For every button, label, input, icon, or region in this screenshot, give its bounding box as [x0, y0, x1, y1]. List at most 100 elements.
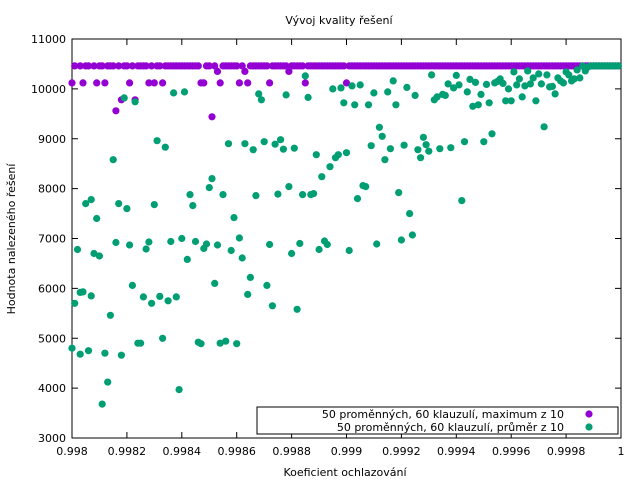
legend-box — [256, 406, 619, 435]
data-point — [126, 241, 134, 249]
data-point — [274, 190, 282, 198]
data-point — [540, 123, 548, 131]
x-tick-label: 0.9982 — [108, 445, 147, 458]
data-point — [288, 249, 296, 258]
data-point — [246, 273, 254, 281]
data-point — [244, 290, 252, 298]
data-point — [93, 214, 101, 223]
legend-marker-maximum — [585, 410, 593, 418]
data-point — [95, 252, 103, 260]
data-point — [145, 79, 153, 87]
data-point — [164, 297, 172, 305]
data-point — [241, 67, 249, 75]
data-point — [145, 238, 153, 246]
data-point — [543, 71, 551, 79]
data-point — [76, 62, 84, 70]
data-point — [68, 344, 76, 352]
data-point — [507, 97, 515, 105]
data-point — [373, 240, 381, 248]
data-point — [266, 79, 274, 87]
data-point — [411, 91, 419, 99]
data-point — [148, 299, 156, 307]
data-point — [471, 78, 480, 86]
data-point — [79, 288, 87, 296]
x-tick-label: 0.999 — [331, 445, 363, 458]
data-point — [189, 202, 197, 210]
data-point — [340, 62, 348, 70]
legend-label-average: 50 proměnných, 60 klauzulí, průměr z 10 — [337, 421, 564, 434]
y-tick-label: 6000 — [38, 282, 66, 295]
data-point — [559, 79, 568, 87]
data-point — [153, 137, 161, 145]
data-point — [112, 238, 120, 247]
data-point — [263, 62, 271, 70]
data-point — [334, 151, 342, 159]
data-point — [266, 240, 274, 249]
data-point — [482, 80, 491, 88]
data-point — [301, 72, 309, 80]
data-point — [222, 337, 230, 345]
data-point — [104, 378, 112, 386]
x-tick-label: 0.9994 — [437, 445, 476, 458]
data-point — [84, 347, 93, 355]
series-layer — [68, 62, 622, 408]
y-tick-label: 9000 — [38, 133, 66, 146]
data-point — [342, 79, 351, 87]
data-point — [208, 175, 216, 183]
data-point — [455, 81, 463, 89]
data-point — [238, 254, 246, 262]
data-point — [524, 67, 532, 75]
data-point — [356, 81, 364, 89]
x-tick-label: 0.9998 — [547, 445, 586, 458]
x-tick-label: 0.9992 — [382, 445, 421, 458]
data-point — [565, 71, 573, 79]
y-tick-label: 3000 — [38, 432, 66, 445]
data-point — [194, 62, 202, 70]
data-point — [238, 62, 246, 70]
y-tick-label: 4000 — [38, 382, 66, 395]
data-point — [502, 97, 510, 105]
data-point — [384, 88, 392, 96]
data-point — [395, 189, 403, 197]
data-point — [101, 349, 109, 357]
x-tick-label: 0.9996 — [492, 445, 531, 458]
data-point — [117, 351, 125, 359]
data-point — [417, 154, 425, 162]
data-point — [326, 163, 334, 171]
data-point — [515, 75, 524, 83]
data-point — [414, 146, 422, 154]
data-point — [156, 62, 164, 70]
data-point — [381, 156, 389, 164]
series-average — [68, 62, 622, 408]
data-point — [71, 299, 79, 307]
data-point — [101, 79, 109, 87]
data-point — [87, 292, 95, 300]
data-point — [277, 136, 285, 144]
data-point — [170, 89, 178, 97]
data-point — [397, 236, 405, 244]
data-point — [137, 339, 145, 347]
x-tick-label: 0.9984 — [163, 445, 202, 458]
data-point — [400, 141, 408, 149]
y-tick-label: 11000 — [31, 33, 66, 46]
data-point — [208, 113, 216, 121]
data-point — [139, 293, 147, 301]
data-point — [364, 101, 373, 109]
y-tick-label: 5000 — [38, 332, 66, 345]
data-point — [178, 234, 186, 243]
data-point — [389, 77, 397, 85]
legend: 50 proměnných, 60 klauzulí, maximum z 10… — [256, 406, 619, 435]
data-point — [293, 305, 301, 313]
data-point — [351, 101, 359, 109]
data-point — [299, 62, 307, 70]
data-point — [450, 84, 458, 92]
data-point — [202, 240, 211, 248]
data-point — [180, 88, 189, 96]
data-point — [84, 62, 93, 70]
data-point — [271, 140, 279, 148]
data-point — [216, 339, 224, 347]
data-point — [233, 62, 241, 70]
data-point — [518, 93, 526, 101]
data-point — [120, 94, 128, 102]
